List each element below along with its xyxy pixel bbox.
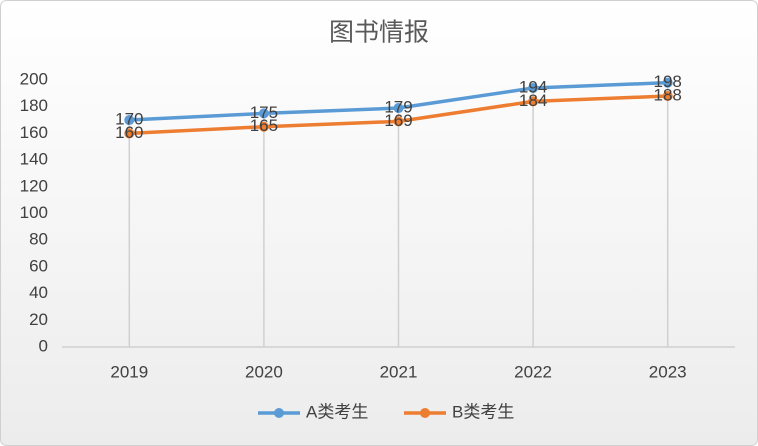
- data-point: [124, 128, 135, 139]
- data-point: [528, 96, 539, 107]
- y-tick-label: 120: [20, 176, 48, 195]
- data-label: 160: [115, 123, 143, 142]
- data-label: 175: [250, 103, 278, 122]
- data-label: 198: [654, 72, 682, 91]
- data-point: [528, 83, 539, 94]
- legend-marker: [420, 408, 430, 418]
- data-point: [258, 121, 269, 132]
- data-label: 188: [654, 86, 682, 105]
- data-point: [662, 77, 673, 88]
- y-tick-label: 160: [20, 123, 48, 142]
- data-label: 169: [384, 111, 412, 130]
- x-tick-label: 2019: [110, 362, 148, 381]
- y-tick-label: 20: [29, 310, 48, 329]
- data-label: 184: [519, 91, 547, 110]
- chart-title: 图书情报: [329, 19, 429, 47]
- y-tick-label: 100: [20, 203, 48, 222]
- data-label: 194: [519, 77, 547, 96]
- y-tick-label: 0: [39, 336, 48, 355]
- data-label: 170: [115, 110, 143, 129]
- x-tick-label: 2023: [649, 362, 687, 381]
- x-tick-label: 2021: [380, 362, 418, 381]
- y-tick-label: 140: [20, 150, 48, 169]
- data-point: [662, 91, 673, 102]
- legend-label: A类考生: [306, 402, 368, 421]
- x-tick-label: 2022: [514, 362, 552, 381]
- y-tick-label: 60: [29, 256, 48, 275]
- data-point: [124, 115, 135, 126]
- data-point: [258, 108, 269, 119]
- legend-marker: [274, 408, 284, 418]
- data-point: [393, 103, 404, 114]
- data-point: [393, 116, 404, 127]
- y-tick-label: 80: [29, 230, 48, 249]
- y-tick-label: 40: [29, 283, 48, 302]
- data-label: 179: [384, 98, 412, 117]
- y-tick-label: 180: [20, 96, 48, 115]
- x-tick-label: 2020: [245, 362, 283, 381]
- y-tick-label: 200: [20, 69, 48, 88]
- legend-label: B类考生: [452, 402, 514, 421]
- data-label: 165: [250, 116, 278, 135]
